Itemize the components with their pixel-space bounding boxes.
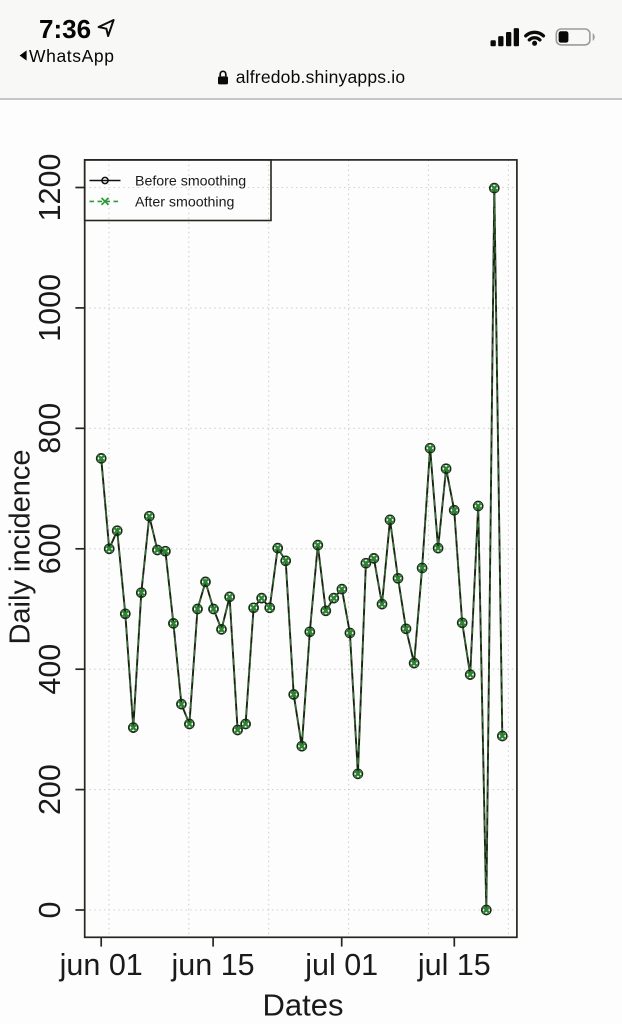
svg-text:1200: 1200 [33,154,67,222]
svg-text:Before smoothing: Before smoothing [135,174,246,190]
svg-text:Dates: Dates [263,988,344,1023]
svg-text:800: 800 [33,403,67,454]
svg-text:Daily incidence: Daily incidence [5,449,37,644]
svg-text:1000: 1000 [33,274,67,342]
svg-text:jul 01: jul 01 [304,948,378,982]
svg-text:jun 01: jun 01 [59,948,143,982]
svg-text:0: 0 [33,902,67,919]
svg-text:400: 400 [33,644,67,695]
svg-text:jun 15: jun 15 [171,948,255,982]
svg-text:200: 200 [33,764,67,815]
svg-text:After smoothing: After smoothing [135,194,234,210]
svg-text:jul 15: jul 15 [417,948,491,982]
svg-text:600: 600 [33,523,67,574]
